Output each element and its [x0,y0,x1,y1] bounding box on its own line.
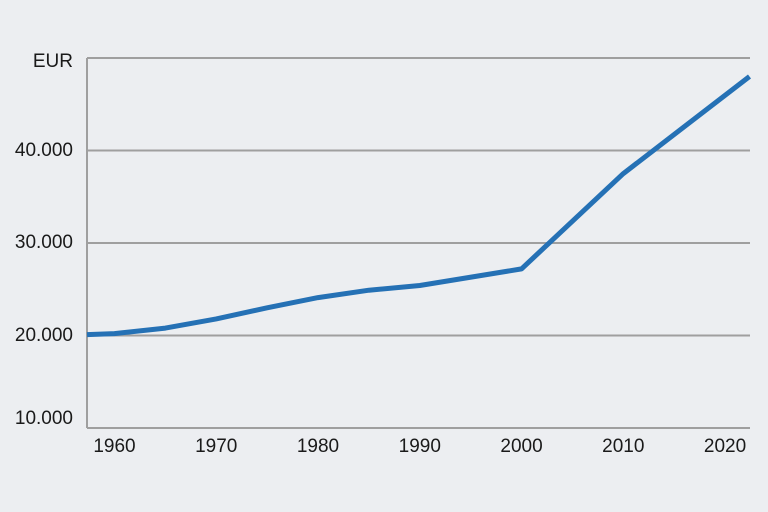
y-tick-label: 10.000 [14,408,73,429]
gridlines [87,149,750,337]
x-tick-label: 1960 [93,436,136,457]
x-tick-label: 1980 [296,436,340,457]
y-tick-label: 40.000 [14,139,73,161]
y-tick-label: 30.000 [14,232,73,253]
x-tick-label: 1990 [398,436,441,457]
x-tick-label: 2010 [602,436,645,457]
plot-border [86,57,750,429]
y-axis-unit-label: EUR [32,51,73,72]
x-tick-label: 2020 [703,436,747,457]
data-line-series [86,74,752,338]
x-tick-label: 2000 [500,436,543,457]
x-tick-label: 1970 [195,436,238,457]
y-tick-label: 20.000 [14,324,73,346]
